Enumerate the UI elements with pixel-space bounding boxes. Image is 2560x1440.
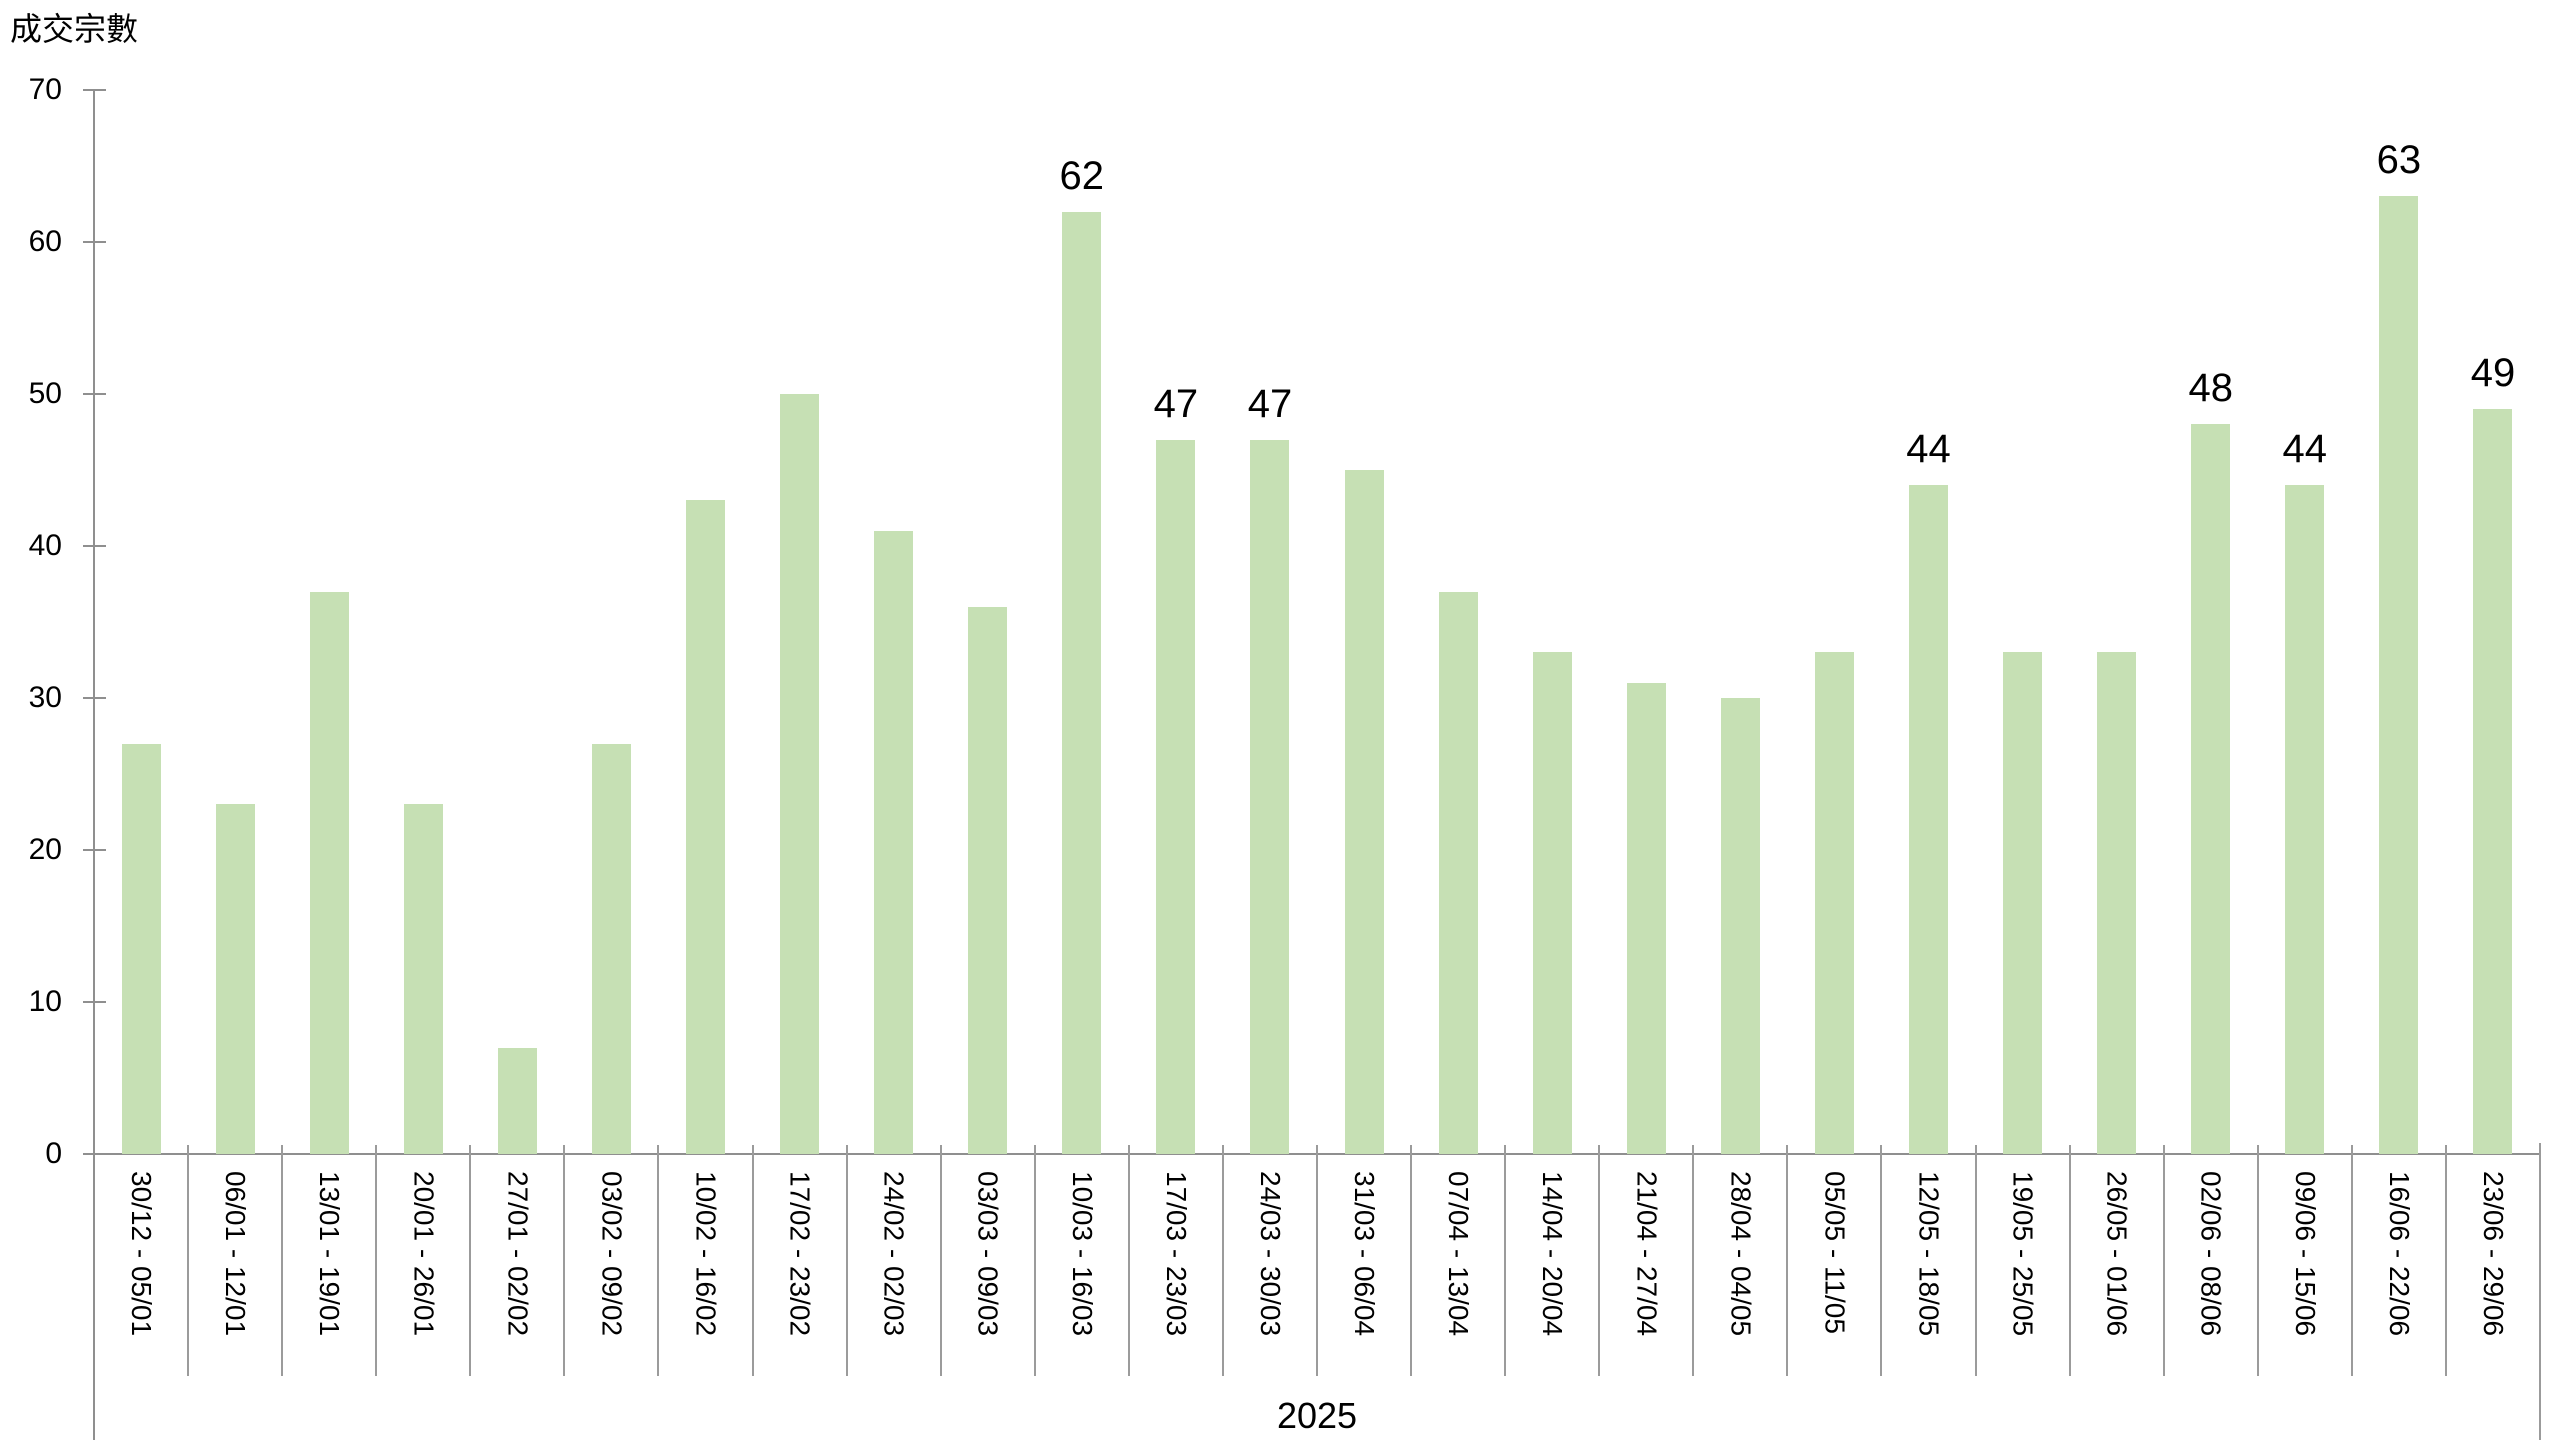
x-axis-category-label: 28/04 - 04/05 bbox=[1725, 1171, 1757, 1337]
x-axis-category-label: 24/03 - 30/03 bbox=[1254, 1171, 1286, 1337]
bar bbox=[1815, 652, 1854, 1154]
y-axis-title: 成交宗數 bbox=[10, 11, 139, 47]
bar bbox=[498, 1048, 537, 1154]
x-axis-year-label: 2025 bbox=[1276, 1395, 1358, 1436]
category-separator bbox=[1504, 1145, 1507, 1376]
category-separator bbox=[2068, 1145, 2071, 1376]
x-axis-category-label: 26/05 - 01/06 bbox=[2101, 1171, 2133, 1337]
bar bbox=[1627, 683, 1666, 1154]
bar bbox=[2285, 485, 2324, 1154]
bar-value-label: 48 bbox=[2188, 366, 2233, 410]
x-axis-category-label: 17/02 - 23/02 bbox=[784, 1171, 816, 1337]
bar-value-label: 44 bbox=[2282, 427, 2328, 471]
x-axis-category-label: 31/03 - 06/04 bbox=[1349, 1171, 1381, 1337]
bar-value-label: 44 bbox=[1906, 427, 1951, 471]
x-axis-category-label: 13/01 - 19/01 bbox=[314, 1171, 346, 1337]
bar bbox=[2003, 652, 2042, 1154]
x-axis-category-label: 03/02 - 09/02 bbox=[596, 1171, 628, 1337]
category-separator bbox=[939, 1145, 942, 1376]
bar bbox=[310, 592, 349, 1154]
x-axis-category-label: 06/01 - 12/01 bbox=[220, 1171, 252, 1337]
x-axis-category-label: 24/02 - 02/03 bbox=[878, 1171, 910, 1337]
bar bbox=[216, 804, 255, 1154]
category-separator bbox=[1880, 1145, 1883, 1376]
category-separator bbox=[2162, 1145, 2165, 1376]
y-axis-tick-label: 60 bbox=[28, 225, 62, 258]
y-axis-tick-label: 70 bbox=[28, 73, 62, 106]
bar-value-label: 62 bbox=[1059, 154, 1105, 198]
category-separator bbox=[281, 1145, 284, 1376]
y-axis-tick-label: 40 bbox=[28, 529, 62, 562]
x-axis-category-label: 17/03 - 23/03 bbox=[1160, 1171, 1192, 1337]
y-axis-tick-label: 10 bbox=[28, 985, 62, 1018]
x-axis-category-label: 20/01 - 26/01 bbox=[408, 1171, 440, 1337]
x-axis-category-label: 23/06 - 29/06 bbox=[2477, 1171, 2509, 1337]
y-axis-tick-label: 0 bbox=[45, 1137, 62, 1170]
category-separator bbox=[1786, 1145, 1789, 1376]
y-axis-tick-label: 50 bbox=[28, 377, 62, 410]
category-separator bbox=[1127, 1145, 1130, 1376]
bar bbox=[874, 531, 913, 1154]
x-axis-line bbox=[83, 1153, 2540, 1155]
x-axis-category-label: 03/03 - 09/03 bbox=[972, 1171, 1004, 1337]
bar bbox=[2191, 424, 2230, 1154]
category-separator bbox=[1974, 1145, 1977, 1376]
category-separator bbox=[469, 1145, 472, 1376]
bar bbox=[968, 607, 1007, 1154]
category-separator bbox=[1410, 1145, 1413, 1376]
x-axis-category-label: 21/04 - 27/04 bbox=[1631, 1171, 1663, 1337]
x-axis-category-label: 27/01 - 02/02 bbox=[502, 1171, 534, 1337]
bar bbox=[1250, 440, 1289, 1154]
bar-value-label: 63 bbox=[2376, 138, 2422, 182]
x-axis-category-label: 05/05 - 11/05 bbox=[1819, 1171, 1851, 1334]
category-separator bbox=[845, 1145, 848, 1376]
bar bbox=[2097, 652, 2136, 1154]
bar-value-label: 49 bbox=[2470, 351, 2516, 395]
x-axis-category-label: 07/04 - 13/04 bbox=[1443, 1171, 1475, 1337]
category-separator bbox=[657, 1145, 660, 1376]
category-separator bbox=[1598, 1145, 1601, 1376]
bar bbox=[1533, 652, 1572, 1154]
category-separator bbox=[563, 1145, 566, 1376]
x-axis-category-label: 12/05 - 18/05 bbox=[1913, 1171, 1945, 1337]
bar-value-label: 47 bbox=[1247, 382, 1293, 426]
x-axis-category-label: 09/06 - 15/06 bbox=[2289, 1171, 2321, 1337]
x-axis-category-label: 02/06 - 08/06 bbox=[2195, 1171, 2227, 1337]
x-axis-category-label: 30/12 - 05/01 bbox=[126, 1171, 158, 1337]
axis-right-boundary bbox=[2539, 1143, 2541, 1440]
y-axis-line bbox=[93, 90, 95, 1440]
bar bbox=[1156, 440, 1195, 1154]
category-separator bbox=[1033, 1145, 1036, 1376]
bar bbox=[2379, 196, 2418, 1154]
bar bbox=[122, 744, 161, 1154]
y-axis-tick-label: 30 bbox=[28, 681, 62, 714]
category-separator bbox=[2350, 1145, 2353, 1376]
bar bbox=[1721, 698, 1760, 1154]
bar-value-label: 47 bbox=[1153, 382, 1199, 426]
category-separator bbox=[1221, 1145, 1224, 1376]
x-axis-category-label: 10/02 - 16/02 bbox=[690, 1171, 722, 1337]
bar bbox=[780, 394, 819, 1154]
bar bbox=[686, 500, 725, 1154]
y-axis-tick-label: 20 bbox=[28, 833, 62, 866]
category-separator bbox=[751, 1145, 754, 1376]
x-axis-category-label: 14/04 - 20/04 bbox=[1537, 1171, 1569, 1337]
x-axis-category-label: 19/05 - 25/05 bbox=[2007, 1171, 2039, 1337]
category-separator bbox=[1692, 1145, 1695, 1376]
bar bbox=[2473, 409, 2512, 1154]
bar bbox=[1909, 485, 1948, 1154]
category-separator bbox=[187, 1145, 190, 1376]
category-separator bbox=[2256, 1145, 2259, 1376]
category-separator bbox=[2444, 1145, 2447, 1376]
bar bbox=[404, 804, 443, 1154]
bar bbox=[592, 744, 631, 1154]
x-axis-category-label: 10/03 - 16/03 bbox=[1066, 1171, 1098, 1337]
x-axis-category-label: 16/06 - 22/06 bbox=[2383, 1171, 2415, 1337]
bar bbox=[1062, 212, 1101, 1154]
category-separator bbox=[375, 1145, 378, 1376]
category-separator bbox=[1316, 1145, 1318, 1376]
bar bbox=[1345, 470, 1384, 1154]
bar bbox=[1439, 592, 1478, 1154]
